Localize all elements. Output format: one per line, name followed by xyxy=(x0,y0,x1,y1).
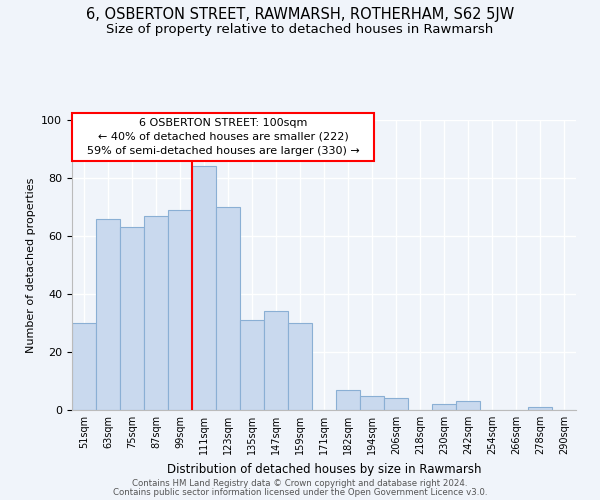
Text: Contains public sector information licensed under the Open Government Licence v3: Contains public sector information licen… xyxy=(113,488,487,497)
Bar xyxy=(168,210,192,410)
Bar xyxy=(336,390,360,410)
Bar xyxy=(528,407,552,410)
X-axis label: Distribution of detached houses by size in Rawmarsh: Distribution of detached houses by size … xyxy=(167,462,481,475)
Bar xyxy=(432,404,456,410)
Bar xyxy=(288,323,312,410)
Bar xyxy=(72,323,96,410)
Bar xyxy=(120,228,144,410)
Bar xyxy=(240,320,264,410)
Bar xyxy=(384,398,408,410)
Bar xyxy=(360,396,384,410)
Text: 6 OSBERTON STREET: 100sqm
← 40% of detached houses are smaller (222)
59% of semi: 6 OSBERTON STREET: 100sqm ← 40% of detac… xyxy=(87,118,359,156)
Y-axis label: Number of detached properties: Number of detached properties xyxy=(26,178,36,352)
Bar xyxy=(96,218,120,410)
Bar xyxy=(216,207,240,410)
Bar xyxy=(264,312,288,410)
Text: 6, OSBERTON STREET, RAWMARSH, ROTHERHAM, S62 5JW: 6, OSBERTON STREET, RAWMARSH, ROTHERHAM,… xyxy=(86,8,514,22)
FancyBboxPatch shape xyxy=(72,113,374,160)
Bar xyxy=(192,166,216,410)
Bar xyxy=(144,216,168,410)
Text: Size of property relative to detached houses in Rawmarsh: Size of property relative to detached ho… xyxy=(106,22,494,36)
Text: Contains HM Land Registry data © Crown copyright and database right 2024.: Contains HM Land Registry data © Crown c… xyxy=(132,478,468,488)
Bar xyxy=(456,402,480,410)
